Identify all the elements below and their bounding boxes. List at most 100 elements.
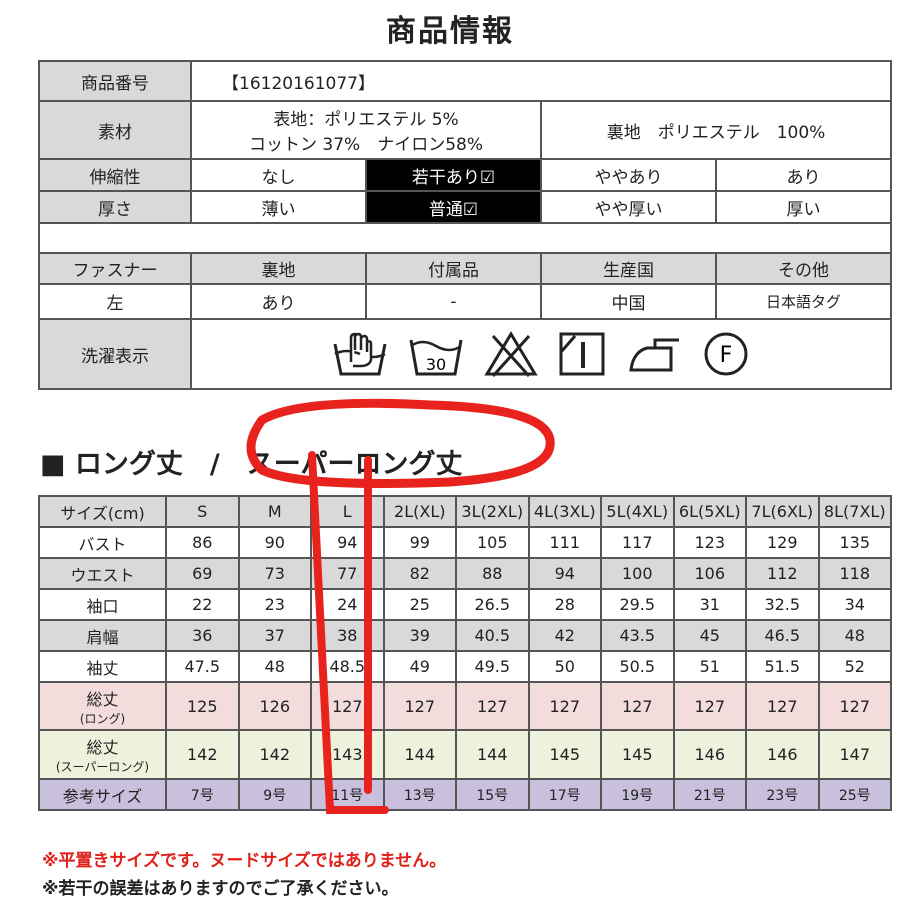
size-cell: 23号 [745, 778, 820, 811]
header-zipper: ファスナー [38, 252, 192, 285]
size-cell: 127 [382, 681, 457, 731]
size-cell: 31 [672, 588, 747, 621]
size-cell: 142 [237, 729, 312, 780]
dry-clean-f-icon: F [704, 332, 748, 376]
wash-30-icon: 30 [409, 339, 463, 376]
size-cell: 146 [745, 729, 820, 780]
size-cell: 36 [165, 619, 240, 652]
thickness-option: 厚い [714, 190, 893, 224]
size-cell: 34 [817, 588, 892, 621]
size-header-row: サイズ(cm) S M L 2L(XL) 3L(2XL) 4L(3XL) 5L(4XL) 6L(… [38, 495, 892, 528]
accessories-value: - [365, 283, 542, 320]
size-cell: 146 [672, 729, 747, 780]
table-row: 総丈 (ロング) 125 126 127 127 127 127 127 127 127 127 [38, 681, 892, 731]
row-label-text: 総丈 [86, 738, 119, 757]
size-cell: 73 [237, 557, 312, 590]
table-row: 参考サイズ 7号 9号 11号 13号 15号 17号 19号 21号 23号 25号 [38, 778, 892, 811]
size-cell: 147 [817, 729, 892, 780]
thickness-option: やや厚い [540, 190, 717, 224]
size-cell: 51.5 [745, 650, 820, 683]
size-cell: 94 [527, 557, 602, 590]
row-label-text: 総丈 [86, 689, 119, 709]
header-other: その他 [715, 252, 892, 285]
size-cell: 26.5 [455, 588, 530, 621]
size-cell: 48.5 [310, 650, 385, 683]
size-cell: 52 [817, 650, 892, 683]
size-table: サイズ(cm) S M L 2L(XL) 3L(2XL) 4L(3XL) 5L(4XL) 6L(… [38, 495, 892, 811]
material-lining: 裏地 ポリエステル 100% [539, 100, 893, 160]
row-label: ウエスト [38, 557, 167, 590]
header-lining: 裏地 [190, 252, 367, 285]
size-cell: 13号 [382, 778, 457, 811]
thickness-label: 厚さ [38, 190, 192, 224]
size-cell: 7号 [165, 778, 240, 811]
size-cell: 118 [817, 557, 892, 590]
other-value: 日本語タグ [715, 283, 892, 320]
size-cell: 106 [672, 557, 747, 590]
row-label: 袖丈 [38, 650, 167, 683]
iron-low-icon [629, 338, 679, 372]
row-label-sub: (スーパーロング) [55, 760, 150, 774]
lining-value: あり [190, 283, 367, 320]
stretch-option: あり [714, 158, 893, 192]
product-info-table: 商品番号 【16120161077】 素材 表地：ポリエステル 5% コットン 3… [37, 60, 893, 253]
size-cell: 105 [455, 526, 530, 559]
size-cell: 77 [310, 557, 385, 590]
size-cell: 37 [237, 619, 312, 652]
wash-temp: 30 [426, 355, 446, 374]
row-label: 総丈 (ロング) [38, 681, 167, 731]
size-cell: 28 [527, 588, 602, 621]
size-cell: 117 [600, 526, 675, 559]
row-label: 袖口 [38, 588, 167, 621]
note-flat-measurement: ※平置きサイズです。ヌードサイズではありません。 [42, 851, 447, 871]
size-cell: 25号 [817, 778, 892, 811]
page-title: 商品情報 [386, 14, 514, 49]
size-cell: 127 [817, 681, 892, 731]
row-label: 総丈 (スーパーロング) [38, 729, 167, 780]
size-cell: 17号 [527, 778, 602, 811]
size-cell: 127 [600, 681, 675, 731]
size-cell: 127 [527, 681, 602, 731]
size-cell: 23 [237, 588, 312, 621]
row-label-text: 参考サイズ [62, 786, 143, 806]
size-cell: 49 [382, 650, 457, 683]
size-cell: 22 [165, 588, 240, 621]
product-no: 【16120161077】 [189, 60, 893, 102]
size-cell: 38 [310, 619, 385, 652]
size-cell: 100 [600, 557, 675, 590]
no-bleach-icon [484, 331, 538, 378]
table-row: 袖丈 47.5 48 48.5 49 49.5 50 50.5 51 51.5 52 [38, 650, 892, 683]
size-header: 6L(5XL) [672, 495, 747, 528]
size-cell: 24 [310, 588, 385, 621]
size-cell: 144 [455, 729, 530, 780]
size-header: 5L(4XL) [600, 495, 675, 528]
row-label: バスト [38, 526, 167, 559]
size-header: 3L(2XL) [455, 495, 530, 528]
size-cell: 99 [382, 526, 457, 559]
size-cell: 127 [745, 681, 820, 731]
material-outer: 表地：ポリエステル 5% コットン 37% ナイロン58% [190, 100, 542, 160]
material-outer-line1: 表地：ポリエステル 5% [273, 110, 459, 130]
size-cell: 127 [455, 681, 530, 731]
size-cell: 29.5 [600, 588, 675, 621]
size-header: S [165, 495, 240, 528]
size-cell: 11号 [310, 778, 385, 811]
size-cell: 50.5 [600, 650, 675, 683]
row-label-text: 袖口 [86, 596, 119, 616]
header-country: 生産国 [540, 252, 717, 285]
size-cell: 123 [672, 526, 747, 559]
size-heading: ■ ロング丈 / スーパーロング丈 [40, 449, 463, 480]
size-cell: 32.5 [745, 588, 820, 621]
size-cell: 40.5 [455, 619, 530, 652]
size-header: M [237, 495, 312, 528]
size-cell: 47.5 [165, 650, 240, 683]
size-cell: 39 [382, 619, 457, 652]
stretch-label: 伸縮性 [38, 158, 192, 192]
size-cell: 127 [310, 681, 385, 731]
dry-clean-mark: F [720, 343, 733, 368]
table-row: 総丈 (スーパーロング) 142 142 143 144 144 145 145 146 146 14… [38, 729, 892, 780]
size-cell: 48 [237, 650, 312, 683]
size-cell: 144 [382, 729, 457, 780]
size-header: 4L(3XL) [527, 495, 602, 528]
row-label-sub: (ロング) [79, 711, 126, 726]
